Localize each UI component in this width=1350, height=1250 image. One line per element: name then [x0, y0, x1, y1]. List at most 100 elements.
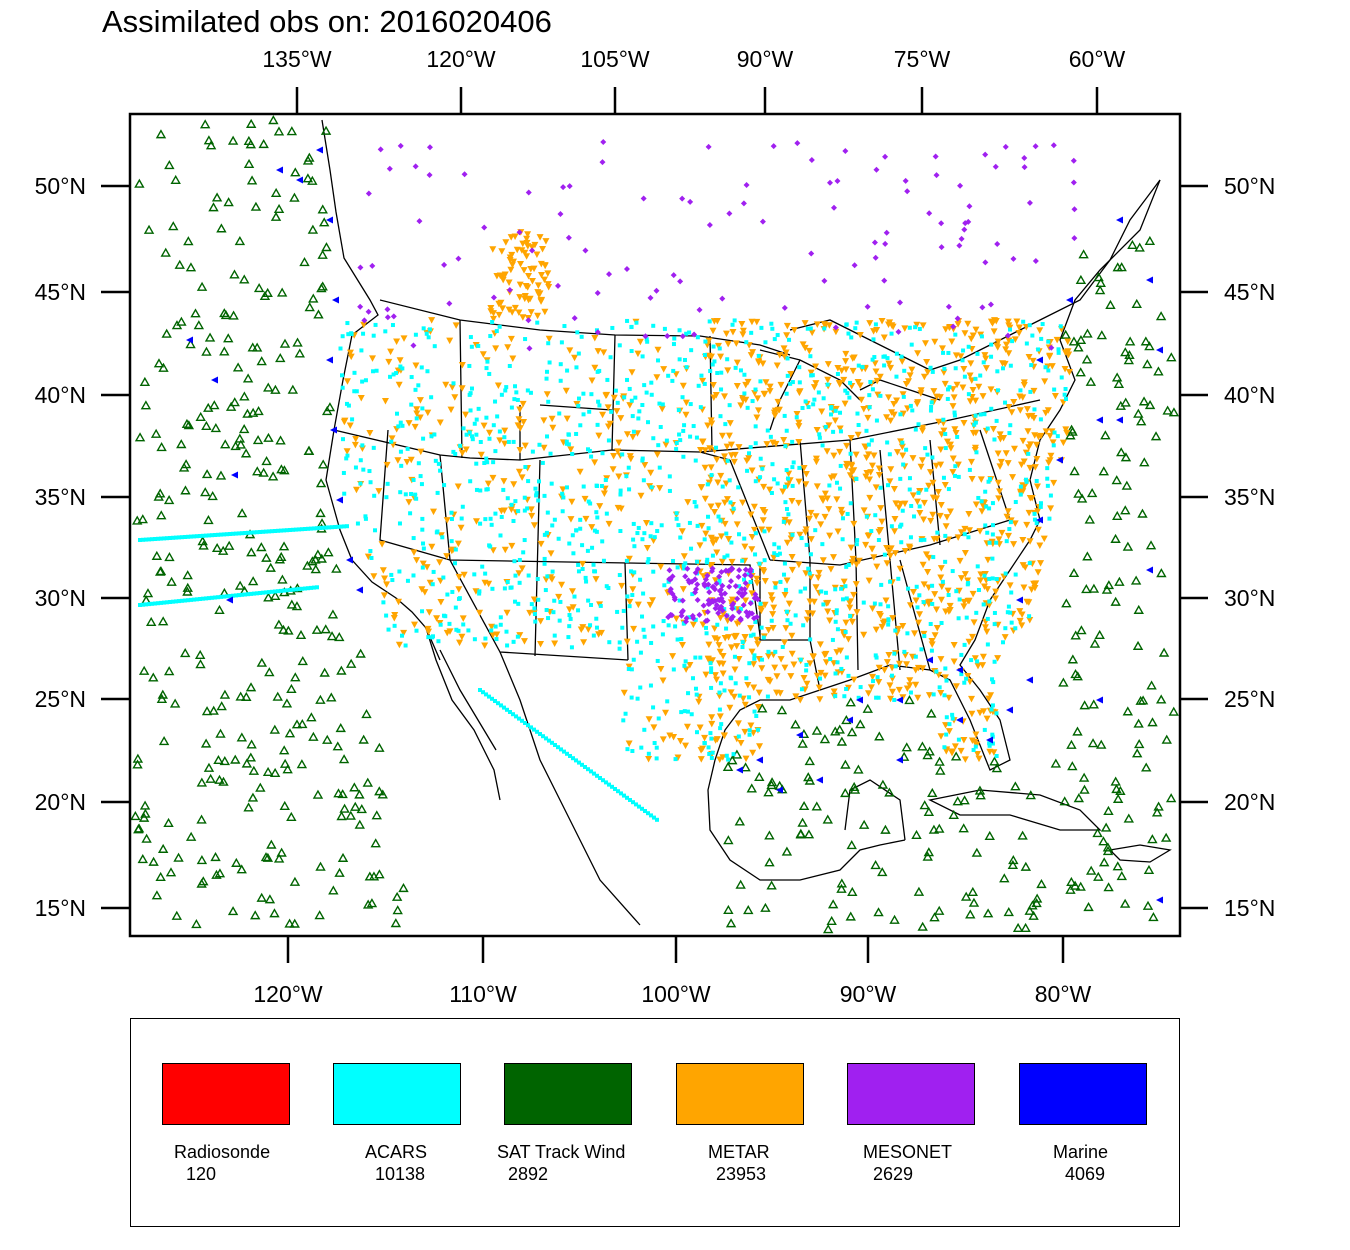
obs-marker-acars [754, 713, 759, 718]
obs-marker-metar [672, 371, 680, 378]
obs-marker-acars [703, 625, 708, 630]
obs-marker-metar [979, 653, 987, 661]
obs-marker-metar [943, 438, 951, 446]
obs-marker-metar [951, 743, 959, 750]
obs-marker-acars [533, 619, 538, 624]
obs-marker-mesonet [753, 614, 760, 621]
obs-marker-acars [440, 535, 445, 540]
obs-marker-sat-track-wind [1078, 249, 1089, 259]
obs-marker-mesonet [506, 287, 513, 294]
obs-marker-metar [800, 675, 808, 682]
obs-marker-mesonet [740, 200, 747, 207]
obs-marker-acars [231, 531, 235, 536]
obs-marker-sat-track-wind [1079, 700, 1090, 710]
obs-marker-metar [393, 338, 401, 346]
obs-marker-acars [709, 473, 714, 478]
obs-marker-acars [683, 561, 688, 566]
obs-marker-acars [846, 331, 851, 336]
obs-marker-metar [443, 553, 451, 560]
obs-marker-acars [956, 474, 961, 479]
obs-marker-sat-track-wind [269, 767, 281, 777]
obs-marker-metar [352, 435, 360, 443]
obs-marker-mesonet [666, 576, 673, 583]
obs-marker-acars [726, 757, 731, 762]
obs-marker-sat-track-wind [245, 752, 257, 762]
obs-marker-sat-track-wind [1138, 396, 1150, 406]
obs-marker-acars [493, 699, 497, 703]
obs-marker-metar [750, 661, 758, 668]
obs-marker-metar [1023, 521, 1031, 529]
obs-marker-sat-track-wind [795, 829, 806, 839]
legend-label: ACARS [365, 1142, 428, 1162]
obs-marker-acars [484, 487, 489, 492]
obs-marker-acars [568, 616, 573, 621]
obs-marker-metar [540, 417, 548, 424]
obs-marker-sat-track-wind [245, 118, 257, 128]
obs-marker-metar [472, 518, 480, 525]
obs-marker-metar [885, 651, 893, 659]
obs-marker-sat-track-wind [296, 759, 308, 769]
obs-marker-metar [723, 443, 731, 451]
obs-marker-acars [282, 528, 286, 533]
obs-marker-acars [945, 396, 950, 401]
obs-marker-sat-track-wind [355, 648, 366, 658]
obs-marker-metar [933, 624, 941, 632]
obs-marker-acars [557, 411, 562, 416]
obs-marker-acars [361, 467, 366, 472]
obs-marker-metar [769, 625, 777, 632]
obs-marker-acars [162, 600, 166, 605]
obs-marker-metar [1010, 541, 1018, 548]
obs-marker-acars [878, 485, 883, 490]
obs-marker-marine [226, 596, 233, 604]
obs-marker-metar [366, 430, 374, 437]
obs-marker-acars [546, 341, 551, 346]
obs-marker-acars [403, 643, 408, 648]
obs-marker-metar [731, 633, 739, 641]
obs-marker-acars [177, 535, 181, 540]
obs-marker-metar [956, 557, 964, 565]
obs-marker-acars [670, 378, 675, 383]
obs-marker-acars [718, 414, 723, 419]
obs-marker-acars [848, 501, 853, 506]
obs-marker-acars [501, 487, 506, 492]
obs-marker-acars [618, 529, 623, 534]
obs-marker-mesonet [938, 220, 945, 227]
obs-marker-acars [674, 447, 679, 452]
obs-marker-sat-track-wind [219, 308, 230, 318]
obs-marker-metar [860, 507, 868, 514]
obs-marker-acars [768, 434, 773, 439]
obs-marker-acars [445, 592, 450, 597]
obs-marker-metar [513, 246, 521, 254]
obs-marker-acars [427, 327, 432, 332]
obs-marker-metar [781, 639, 789, 647]
obs-marker-acars [588, 501, 593, 506]
obs-marker-metar [875, 528, 883, 536]
obs-marker-acars [811, 402, 816, 407]
obs-marker-marine [736, 766, 743, 774]
obs-marker-sat-track-wind [337, 852, 349, 862]
obs-marker-metar [1042, 409, 1050, 417]
obs-marker-mesonet [1070, 157, 1077, 164]
obs-marker-metar [623, 431, 631, 438]
obs-marker-sat-track-wind [220, 439, 231, 449]
obs-marker-acars [141, 602, 145, 607]
obs-marker-acars [657, 465, 662, 470]
obs-marker-metar [683, 723, 691, 731]
obs-marker-acars [640, 537, 645, 542]
obs-marker-acars [589, 454, 594, 459]
obs-marker-acars [1028, 389, 1033, 394]
obs-marker-metar [916, 611, 924, 618]
obs-marker-sat-track-wind [1143, 864, 1155, 875]
obs-marker-metar [960, 603, 968, 610]
obs-marker-sat-track-wind [242, 408, 253, 418]
obs-marker-acars [693, 617, 698, 622]
obs-marker-mesonet [357, 264, 364, 271]
obs-marker-acars [414, 416, 419, 421]
obs-marker-metar [519, 314, 527, 321]
obs-marker-acars [485, 359, 490, 364]
obs-marker-acars [438, 468, 443, 473]
obs-marker-metar [849, 555, 857, 563]
obs-marker-sat-track-wind [1079, 784, 1090, 794]
obs-marker-acars [745, 468, 750, 473]
obs-marker-metar [707, 417, 715, 424]
